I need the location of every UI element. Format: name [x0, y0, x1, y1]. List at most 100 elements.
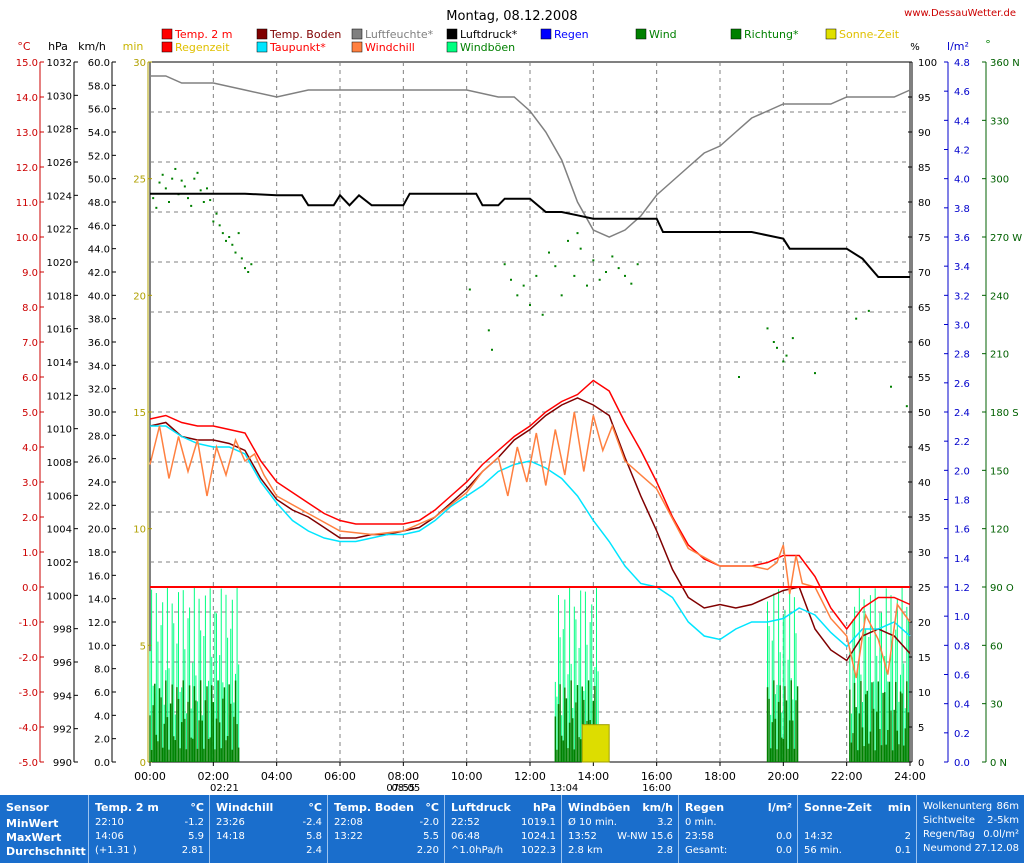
direction-point [237, 232, 240, 235]
direction-point [592, 259, 595, 262]
stats-column: Sensor MinWert MaxWert Durchschnitt [0, 795, 88, 863]
direction-point [161, 173, 164, 176]
stats-cell: Wolkenunterg [923, 801, 993, 812]
rain-axis-tick-label: 4.0 [954, 175, 970, 186]
direction-point [206, 187, 208, 190]
stats-cell: 23:58 [685, 831, 714, 842]
stats-column: Temp. Boden °C 22:08 -2.0 13:22 5.5 2.20 [327, 795, 445, 863]
stats-column: Sonne-Zeit min 14:32 2 56 min. 0.1 [797, 795, 917, 863]
pressure-axis-tick-label: 1018 [47, 291, 72, 302]
stats-value: 3.2 [657, 817, 673, 828]
rain-axis-tick-label: 0.4 [954, 700, 970, 711]
stats-column-unit: l/m² [767, 801, 792, 814]
rain-axis-tick-label: 4.8 [954, 58, 970, 69]
stats-column-header: Sonne-Zeit [804, 801, 872, 814]
legend-label: Wind [649, 28, 677, 41]
wind-axis-tick-label: 28.0 [88, 431, 110, 442]
temp-axis-tick-label: 12.0 [16, 163, 38, 174]
site-link[interactable]: www.DessauWetter.de [904, 8, 1016, 19]
stats-value: 1024.1 [521, 831, 556, 842]
pressure-axis-tick-label: 998 [53, 625, 72, 636]
direction-point [218, 224, 221, 227]
humidity-axis-tick-label: 65 [918, 303, 931, 314]
pressure-axis-tick-label: 1004 [47, 525, 72, 536]
legend-label: Richtung* [744, 28, 799, 41]
pressure-unit-label: hPa [48, 40, 68, 53]
stats-column-unit: °C [425, 801, 439, 814]
stats-value: 5.5 [423, 831, 439, 842]
rain-axis-tick-label: 3.2 [954, 291, 970, 302]
stats-cell: 0 min. [685, 817, 717, 828]
series-lines [149, 75, 911, 679]
direction-point [164, 187, 167, 190]
stats-column: Windböen km/h Ø 10 min. 3.2 13:52 W-NW 15.6 2.… [561, 795, 679, 863]
series-line [150, 75, 911, 238]
direction-point [487, 329, 490, 332]
direction-axis-tick-label: 60 [990, 641, 1003, 652]
wind-axis-tick-label: 38.0 [88, 315, 110, 326]
temp-axis-tick-label: 3.0 [22, 478, 38, 489]
pressure-axis-tick-label: 990 [53, 758, 72, 769]
direction-point [522, 284, 525, 287]
temp-axis-tick-label: 8.0 [22, 303, 38, 314]
stats-column-header: Windchill [216, 801, 274, 814]
stats-cell: 14:06 [95, 831, 124, 842]
rain-axis-tick-label: 0.8 [954, 641, 970, 652]
direction-point [560, 294, 563, 297]
direction-axis-tick-label: 240 [990, 291, 1009, 302]
wind-axis-tick-label: 34.0 [88, 361, 110, 372]
stats-value: -2.0 [419, 817, 439, 828]
x-axis: 00:00 02:00 04:00 06:00 08:00 10:00 12:00 14:00… [134, 762, 926, 783]
legend-swatch [161, 28, 173, 40]
stats-cell: 22:52 [451, 817, 480, 828]
rain-axis-tick-label: 3.0 [954, 321, 970, 332]
legend-swatch [635, 28, 647, 40]
stats-column-unit: °C [308, 801, 322, 814]
rain-axis-tick-label: 1.0 [954, 612, 970, 623]
direction-point [766, 327, 769, 330]
direction-point [605, 271, 607, 273]
stats-value: 1022.3 [521, 845, 556, 856]
rain-axis-tick-label: 0.2 [954, 729, 970, 740]
stats-value: 86m [996, 801, 1019, 812]
x-tick-label: 20:00 [767, 770, 799, 783]
direction-point [196, 171, 199, 174]
pressure-axis-tick-label: 1006 [47, 491, 72, 502]
temp-axis-tick-label: 14.0 [16, 93, 38, 104]
wind-axis-tick-label: 24.0 [88, 478, 110, 489]
direction-point [152, 197, 155, 200]
legend-label: Regen [554, 28, 589, 41]
humidity-axis-tick-label: 100 [918, 58, 937, 69]
temp-axis-tick-label: -2.0 [18, 653, 38, 664]
temp-axis-tick-label: -4.0 [18, 723, 38, 734]
stats-cell: 13:52 [568, 831, 597, 842]
stats-value: -1.2 [184, 817, 204, 828]
legend-label: Luftdruck* [460, 28, 518, 41]
wind-axis-tick-label: 36.0 [88, 338, 110, 349]
direction-point [503, 263, 506, 266]
series-line [149, 411, 911, 679]
direction-axis-tick-label: 180 S [990, 408, 1019, 419]
legend-swatch [825, 28, 837, 40]
direction-axis-tick-label: 330 [990, 116, 1009, 127]
stats-cell: 14:18 [216, 831, 245, 842]
stats-cell: 22:08 [334, 817, 363, 828]
stats-value: 2.4 [306, 845, 322, 856]
sunshine-bar [581, 724, 610, 763]
legend-label: Sonne-Zeit [839, 28, 900, 41]
direction-point [554, 265, 557, 268]
legend-swatch [446, 28, 458, 40]
wind-axis-tick-label: 52.0 [88, 151, 110, 162]
direction-point [567, 239, 569, 242]
pressure-axis-tick-label: 1032 [47, 58, 72, 69]
x-tick-label: 24:00 [894, 770, 926, 783]
legend-swatch [446, 41, 458, 53]
direction-axis-tick-label: 270 W [990, 233, 1022, 244]
humidity-axis-tick-label: 50 [918, 408, 931, 419]
direction-axis-tick-label: 300 [990, 175, 1009, 186]
rain-axis-tick-label: 0.0 [954, 758, 970, 769]
humidity-axis-tick-label: 90 [918, 128, 931, 139]
direction-point [231, 243, 234, 246]
stats-value: 0.0 [776, 845, 792, 856]
wind-axis-tick-label: 4.0 [94, 711, 110, 722]
